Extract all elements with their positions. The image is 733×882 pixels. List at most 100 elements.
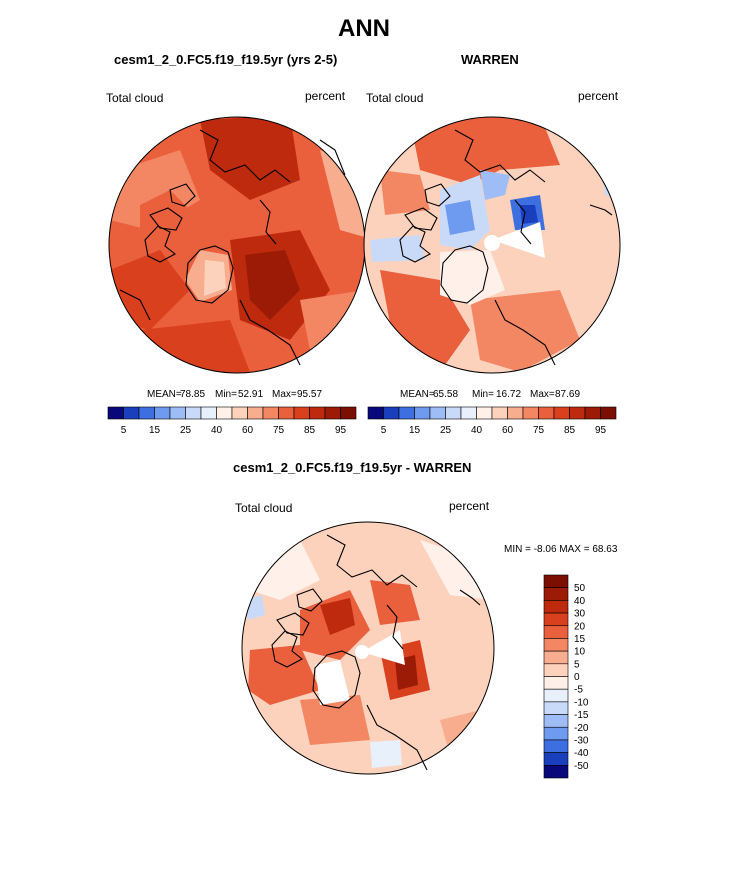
colorbar-swatch [460,406,477,420]
colorbar-tick-label: 15 [149,425,161,436]
colorbar-swatch [543,676,569,690]
coastlines-b [399,129,613,366]
panel-a-min-label: Min= [215,389,237,400]
colorbar-tick-label: 60 [502,425,514,436]
colorbar-swatch [216,406,233,420]
colorbar-tick-label: -15 [574,710,589,721]
colorbar-swatch [543,625,569,639]
colorbar-swatch [543,688,569,703]
colorbar-tick-label: 40 [574,596,586,607]
colorbar-tick-label: 25 [440,425,452,436]
colorbar-tick-label: 15 [574,634,586,645]
panel-b-mean-value: 65.58 [433,389,459,400]
colorbar-swatch [584,406,601,420]
colorbar-tick-label: -30 [574,735,589,746]
panel-b-min-value: 16.72 [496,389,522,400]
colorbar-swatch [278,406,295,420]
panel-a-mean-value: 78.85 [180,389,206,400]
colorbar-tick-label: 95 [595,425,607,436]
colorbar-swatch [293,406,310,420]
colorbar-swatch [324,406,341,420]
colorbar-tick-label: 15 [409,425,421,436]
diff-title: cesm1_2_0.FC5.f19_f19.5yr - WARREN [233,460,472,475]
panel-b-max-label: Max= [530,389,555,400]
panel-b-mean-label: MEAN= [400,389,435,400]
panel-b-min-label: Min= [472,389,494,400]
colorbar-swatch [154,406,171,420]
colorbar-tick-label: 60 [242,425,254,436]
colorbar-swatch [543,650,569,665]
colorbar-swatch [398,406,415,420]
diff-units-label: percent [449,499,490,513]
map-c-border [241,521,495,775]
panel-a-max-value: 95.57 [297,389,323,400]
colorbar-swatch [543,714,569,728]
colorbar-swatch [247,406,264,420]
colorbar-tick-label: -50 [574,761,589,772]
colorbar-swatch [169,406,186,420]
colorbar-tick-label: 85 [564,425,576,436]
colorbar-swatch [138,406,155,420]
colorbar-swatch [543,574,569,588]
panel-a-mean-label: MEAN= [147,389,182,400]
page-title: ANN [338,15,390,42]
map-a [109,117,365,373]
panel-b-max-value: 87.69 [555,389,581,400]
colorbar-swatch [538,406,555,420]
colorbar-swatch [491,406,508,420]
map-c-pole-mask [355,645,369,659]
colorbar-tick-label: 85 [304,425,316,436]
colorbar-b: 5 15 25 40 60 75 85 95 [367,406,617,436]
colorbar-swatch [200,406,217,420]
coastlines-c [271,534,481,771]
colorbar-tick-label: 40 [211,425,223,436]
colorbar-tick-label: -40 [574,748,589,759]
map-b-border [363,116,621,374]
colorbar-swatch [414,406,431,420]
colorbar-swatch [543,587,569,601]
colorbar-swatch [569,406,586,420]
colorbar-swatch [543,638,569,652]
colorbar-tick-label: 40 [471,425,483,436]
diff-variable-label: Total cloud [235,501,293,515]
colorbar-tick-label: 10 [574,647,586,658]
colorbar-tick-label: 95 [335,425,347,436]
colorbar-swatch [522,406,539,420]
colorbar-swatch [543,600,569,614]
colorbar-swatch [429,406,446,420]
colorbar-swatch [543,752,569,766]
panel-b-variable-label: Total cloud [366,91,424,105]
colorbar-tick-label: -20 [574,723,589,734]
colorbar-swatch [123,406,140,420]
colorbar-swatch [543,701,569,715]
colorbar-tick-label: -5 [574,685,583,696]
coastlines-a [119,129,346,366]
colorbar-swatch [543,612,569,627]
colorbar-tick-label: 30 [574,609,586,620]
colorbar-swatch [309,406,326,420]
colorbar-swatch [445,406,462,420]
map-b-pole-mask [484,235,500,251]
panel-a-variable-label: Total cloud [106,91,164,105]
colorbar-swatch [383,406,400,420]
panel-a-max-label: Max= [272,389,297,400]
colorbar-swatch [107,406,124,420]
colorbar-swatch [231,406,248,420]
panel-a-units-label: percent [305,89,346,103]
colorbar-tick-label: 5 [121,425,127,436]
panel-b-units-label: percent [578,89,619,103]
colorbar-tick-label: -10 [574,697,589,708]
colorbar-swatch [340,406,357,420]
colorbar-swatch [262,406,279,420]
colorbar-swatch [185,406,202,420]
colorbar-swatch [543,765,569,779]
colorbar-tick-label: 75 [533,425,545,436]
colorbar-tick-label: 50 [574,583,586,594]
colorbar-swatch [600,406,617,420]
colorbar-swatch [543,663,569,677]
panel-a-min-value: 52.91 [238,389,264,400]
colorbar-swatch [507,406,524,420]
colorbar-swatch [543,739,569,753]
